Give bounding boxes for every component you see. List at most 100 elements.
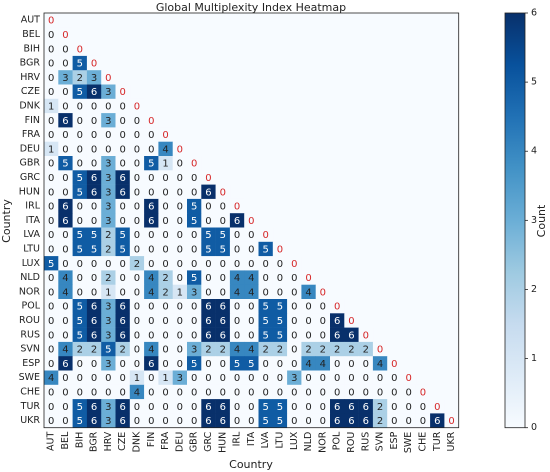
heatmap-cell <box>144 113 159 128</box>
cell-label: 0 <box>177 330 183 341</box>
cell-label: 0 <box>62 144 68 155</box>
cell-label: 0 <box>363 359 369 370</box>
cell-label: 0 <box>177 316 183 327</box>
heatmap-cell <box>287 384 302 400</box>
heatmap-cell <box>444 413 459 428</box>
cell-label: 4 <box>248 287 254 298</box>
cell-label: 2 <box>220 345 226 356</box>
cell-label: 0 <box>248 387 254 398</box>
cell-label: 3 <box>91 73 97 84</box>
cell-label: 3 <box>105 316 111 327</box>
cell-label: 5 <box>62 159 68 170</box>
cell-label: 0 <box>391 416 397 427</box>
heatmap-cell <box>129 341 145 357</box>
heatmap-cell <box>187 170 202 185</box>
y-tick-label: BGR <box>20 58 41 69</box>
heatmap-cell <box>158 284 173 300</box>
cell-label: 0 <box>162 302 168 313</box>
cell-label: 0 <box>277 259 283 270</box>
cell-label: 0 <box>177 273 183 284</box>
cell-label: 0 <box>277 273 283 284</box>
cell-label: 0 <box>119 101 125 112</box>
heatmap-cell <box>187 270 202 285</box>
y-tick-label: GRC <box>20 172 40 183</box>
cell-label: 6 <box>91 330 97 341</box>
cell-label: 0 <box>48 116 54 127</box>
heatmap-cell <box>115 356 131 371</box>
heatmap-cell <box>115 127 131 142</box>
heatmap-cell <box>101 413 116 428</box>
cell-label: 0 <box>191 173 197 184</box>
cell-label: 0 <box>91 101 97 112</box>
cell-label: 4 <box>248 345 254 356</box>
cell-label: 0 <box>162 316 168 327</box>
heatmap-cell <box>172 213 188 228</box>
cell-label: 6 <box>334 402 340 413</box>
heatmap-cell <box>315 313 331 328</box>
heatmap-cell <box>101 270 116 285</box>
heatmap-cell <box>229 227 245 243</box>
cell-label: 0 <box>291 345 297 356</box>
heatmap-cell <box>72 84 88 100</box>
heatmap-cell <box>72 370 88 386</box>
cell-label: 0 <box>62 316 68 327</box>
heatmap-cell <box>201 370 216 386</box>
heatmap-cell <box>172 327 188 343</box>
heatmap-cell <box>215 256 231 271</box>
heatmap-cell <box>201 384 216 400</box>
cell-label: 0 <box>234 259 240 270</box>
cell-label: 5 <box>262 244 268 255</box>
heatmap-cell <box>272 384 288 400</box>
cell-label: 5 <box>77 302 83 313</box>
heatmap-cell <box>258 370 274 386</box>
heatmap-cell <box>86 270 102 285</box>
cell-label: 0 <box>91 59 97 70</box>
cell-label: 5 <box>262 330 268 341</box>
heatmap-cell <box>144 141 159 157</box>
cell-label: 5 <box>277 330 283 341</box>
heatmap-cell <box>58 384 73 400</box>
cell-label: 3 <box>105 87 111 98</box>
cell-label: 0 <box>148 402 154 413</box>
x-tick-label: LVA <box>260 431 271 448</box>
cell-label: 5 <box>77 316 83 327</box>
x-tick-label: AUT <box>46 432 57 451</box>
heatmap-cell <box>315 327 331 343</box>
cell-label: 5 <box>77 187 83 198</box>
cell-label: 0 <box>191 259 197 270</box>
cell-label: 4 <box>148 273 154 284</box>
cell-label: 0 <box>134 359 140 370</box>
heatmap-cell <box>129 327 145 343</box>
heatmap-cell <box>272 356 288 371</box>
cell-label: 0 <box>77 287 83 298</box>
heatmap-cell <box>387 356 402 371</box>
heatmap-cell <box>244 384 259 400</box>
cell-label: 0 <box>220 287 226 298</box>
heatmap-cell <box>215 184 231 200</box>
heatmap-cell <box>187 184 202 200</box>
cell-label: 0 <box>205 259 211 270</box>
heatmap-cell <box>372 413 388 428</box>
heatmap-cell <box>144 270 159 285</box>
heatmap-cell <box>315 341 331 357</box>
cell-label: 2 <box>320 345 326 356</box>
heatmap-cell <box>344 384 359 400</box>
cell-label: 0 <box>119 287 125 298</box>
heatmap-cell <box>301 370 316 386</box>
cell-label: 0 <box>134 101 140 112</box>
heatmap-cell <box>215 399 231 414</box>
cell-label: 6 <box>62 116 68 127</box>
cell-label: 4 <box>305 359 311 370</box>
heatmap-cell <box>44 299 59 314</box>
heatmap-cell <box>58 27 73 42</box>
y-tick-label: HRV <box>20 72 40 83</box>
cell-label: 0 <box>348 387 354 398</box>
cell-label: 5 <box>262 402 268 413</box>
cell-label: 4 <box>377 359 383 370</box>
y-tick-label: LTU <box>23 243 40 254</box>
heatmap-cell <box>158 384 173 400</box>
heatmap-cell <box>72 413 88 428</box>
x-tick-label: CZE <box>117 432 128 451</box>
cell-label: 0 <box>162 216 168 227</box>
cell-label: 3 <box>177 373 183 384</box>
